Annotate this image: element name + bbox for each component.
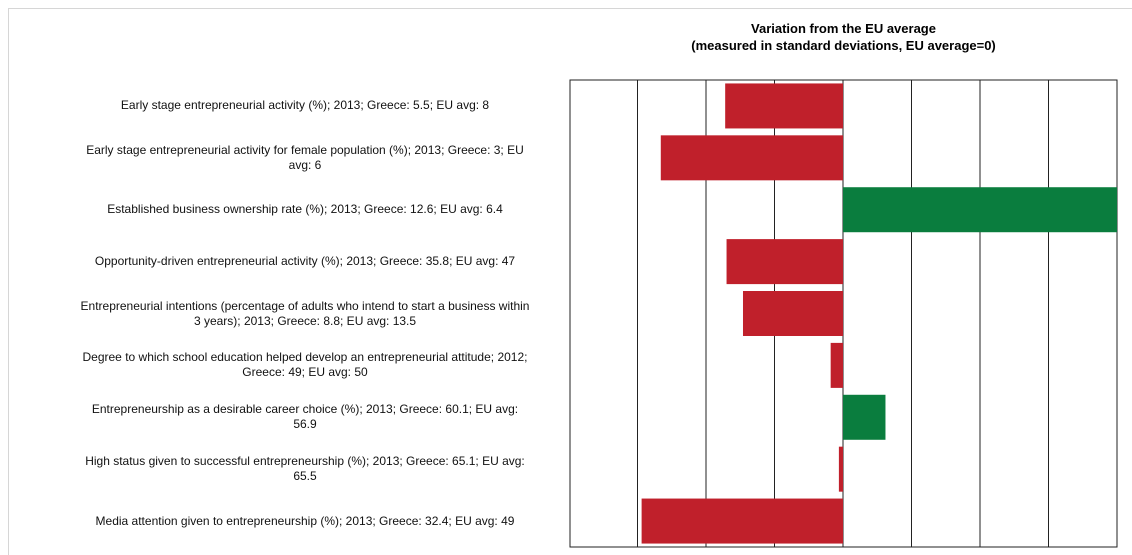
category-label-2: Early stage entrepreneurial activity for… [30,143,580,173]
category-label-6: Degree to which school education helped … [30,350,580,380]
bar-9 [641,498,843,544]
bar-5 [742,291,843,336]
category-label-line: avg: 6 [288,157,322,172]
chart-title: Variation from the EU average [751,21,936,36]
category-label-line: Established business ownership rate (%);… [107,202,503,217]
category-label-5: Entrepreneurial intentions (percentage o… [30,299,580,329]
category-label-1: Early stage entrepreneurial activity (%)… [30,98,580,113]
category-label-line: 3 years); 2013; Greece: 8.8; EU avg: 13.… [193,313,417,328]
bar-7 [843,394,886,440]
category-label-8: High status given to successful entrepre… [30,454,580,484]
chart-title-block: Variation from the EU average (measured … [570,20,1117,54]
category-label-line: 65.5 [293,469,317,484]
category-label-7: Entrepreneurship as a desirable career c… [30,402,580,432]
category-label-line: High status given to successful entrepre… [85,454,525,469]
category-label-4: Opportunity-driven entrepreneurial activ… [30,254,580,269]
category-label-line: Degree to which school education helped … [82,350,528,365]
category-label-line: Entrepreneurship as a desirable career c… [91,402,519,417]
category-label-line: Early stage entrepreneurial activity (%)… [120,98,490,113]
category-label-line: 56.9 [293,417,317,432]
bar-4 [726,239,843,285]
category-label-9: Media attention given to entrepreneurshi… [30,514,580,529]
category-label-3: Established business ownership rate (%);… [30,202,580,217]
bar-1 [725,83,843,129]
bar-3 [843,187,1117,233]
bar-8 [838,446,843,492]
category-label-line: Entrepreneurial intentions (percentage o… [80,298,530,313]
category-label-line: Greece: 49; EU avg: 50 [242,365,368,380]
bar-6 [830,342,843,388]
category-label-line: Early stage entrepreneurial activity for… [86,142,524,157]
bar-2 [660,135,843,181]
category-label-line: Opportunity-driven entrepreneurial activ… [94,254,516,269]
category-label-line: Media attention given to entrepreneurshi… [95,513,515,528]
chart-subtitle: (measured in standard deviations, EU ave… [691,38,996,53]
chart-frame [8,8,1132,555]
